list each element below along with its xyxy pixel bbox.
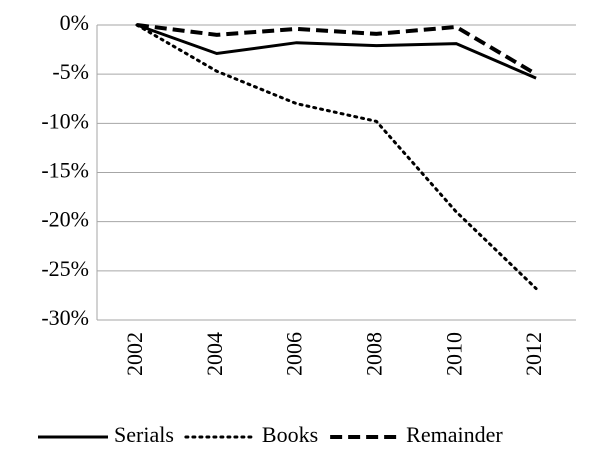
legend: Serials Books Remainder bbox=[38, 422, 503, 447]
x-tick-label: 2012 bbox=[521, 332, 546, 376]
x-tick-label: 2006 bbox=[282, 332, 307, 376]
series-line bbox=[136, 23, 537, 80]
x-tick-label: 2010 bbox=[441, 332, 466, 376]
series-line bbox=[136, 23, 538, 76]
y-tick-label: -10% bbox=[41, 108, 89, 133]
y-tick-label: -30% bbox=[41, 305, 89, 330]
y-tick-label: -25% bbox=[41, 256, 89, 281]
x-tick-label: 2002 bbox=[122, 332, 147, 376]
series-line bbox=[135, 23, 538, 291]
y-tick-label: -5% bbox=[52, 59, 89, 84]
legend-label: Serials bbox=[114, 422, 174, 447]
y-tick-label: -20% bbox=[41, 207, 89, 232]
legend-label: Remainder bbox=[406, 422, 503, 447]
legend-label: Books bbox=[262, 422, 318, 447]
x-tick-label: 2008 bbox=[361, 332, 386, 376]
y-tick-label: -15% bbox=[41, 158, 89, 183]
x-tick-label: 2004 bbox=[202, 332, 227, 376]
y-tick-label: 0% bbox=[60, 10, 89, 35]
